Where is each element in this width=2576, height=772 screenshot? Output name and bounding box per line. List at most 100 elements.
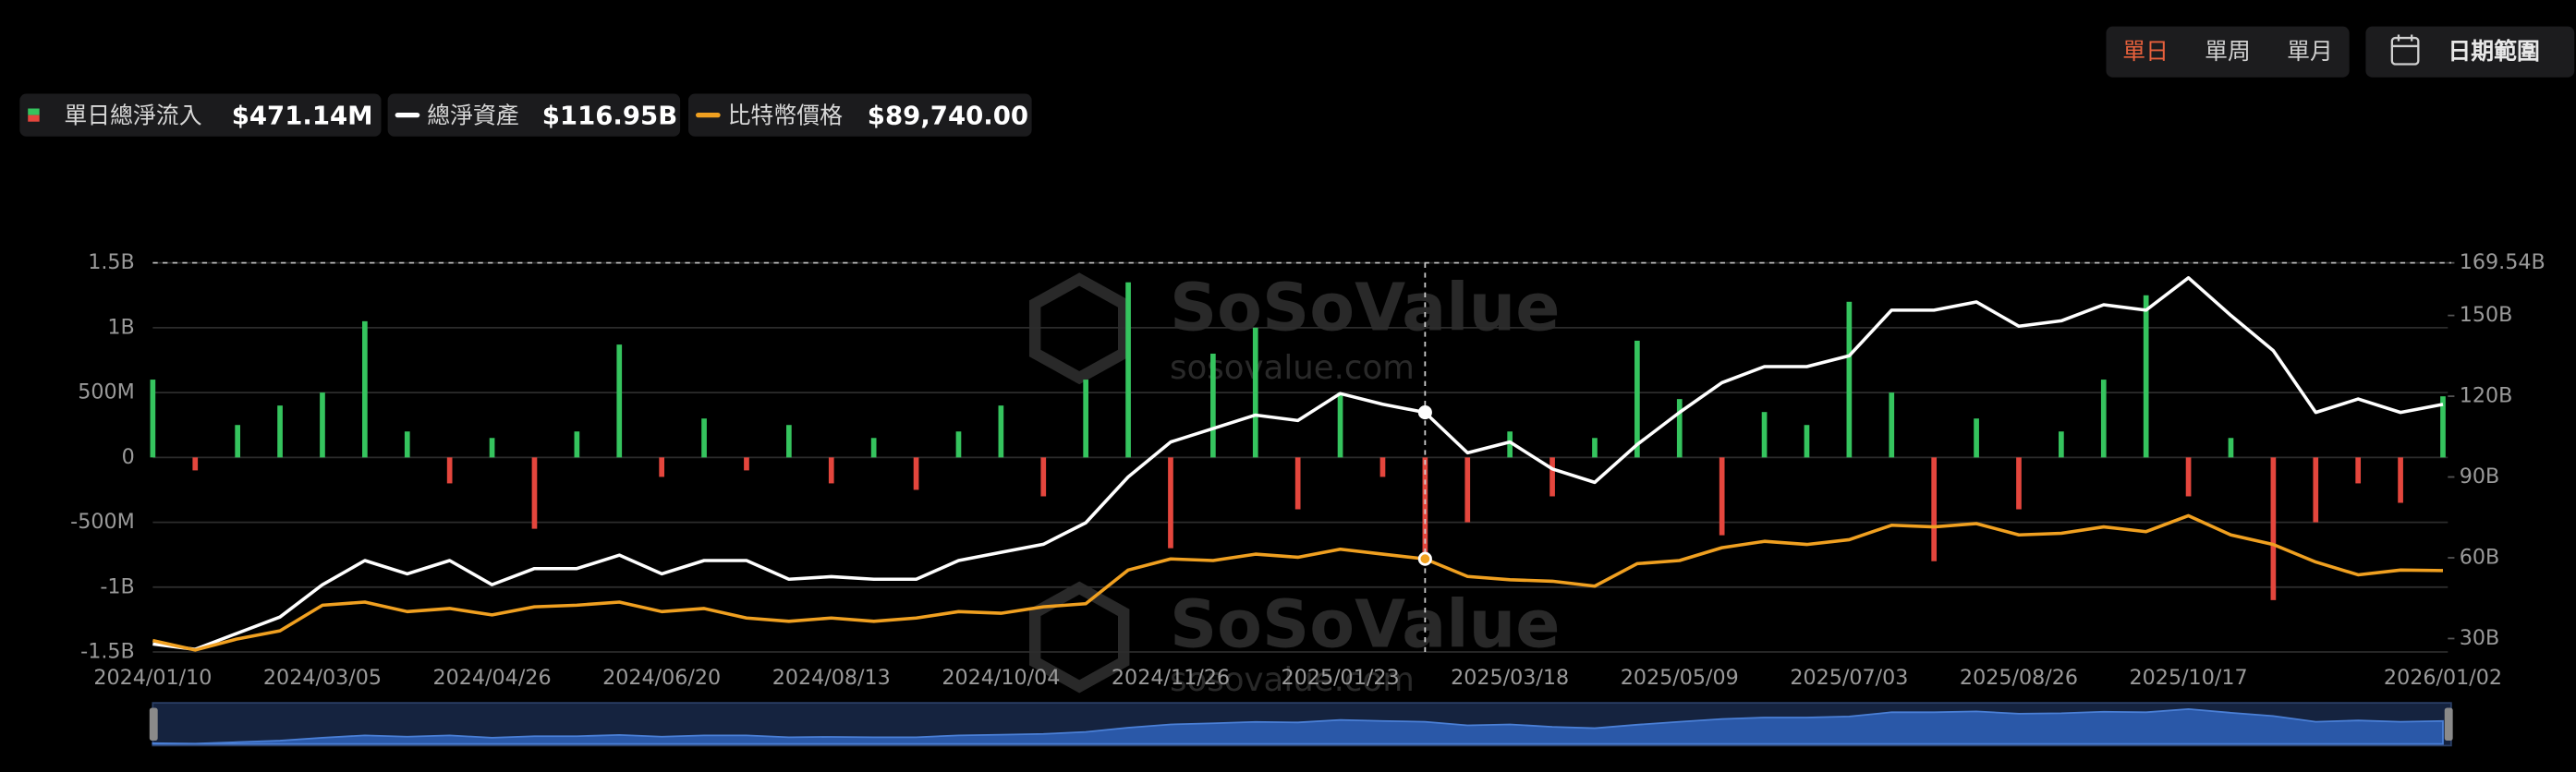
bar <box>744 457 749 471</box>
bar <box>2228 438 2234 458</box>
bar <box>531 457 538 529</box>
x-tick-label: 2025/10/17 <box>2130 666 2248 690</box>
bar <box>1974 418 1979 458</box>
x-tick-label: 2024/08/13 <box>772 666 891 690</box>
bar <box>1846 301 1853 458</box>
y2-tick-label: 30B <box>2460 626 2500 650</box>
bar <box>1889 392 1895 458</box>
x-tick-label: 2025/03/18 <box>1451 666 1569 690</box>
navigator-area <box>152 708 2444 745</box>
x-tick-label: 2024/11/26 <box>1112 666 1230 690</box>
crosshair-dot <box>1417 551 1432 566</box>
watermark: SoSoValue sosovalue.com SoSoValue sosova… <box>1028 270 1561 699</box>
bar <box>1761 412 1768 458</box>
x-tick-label: 2025/05/09 <box>1621 666 1739 690</box>
legend-label: 總淨資產 <box>427 102 518 128</box>
bar <box>1549 457 1555 497</box>
bar <box>998 405 1004 458</box>
bar <box>1125 282 1131 458</box>
bar <box>1719 457 1725 536</box>
x-tick-label: 2024/01/10 <box>93 666 212 690</box>
watermark-brand: SoSoValue <box>1170 586 1561 663</box>
x-tick-label: 2024/03/05 <box>263 666 382 690</box>
bar <box>870 438 877 458</box>
line-series <box>152 276 2444 651</box>
period-button[interactable]: 單月 <box>2287 38 2333 65</box>
x-tick-label: 2025/08/26 <box>1960 666 2078 690</box>
x-tick-label: 2025/07/03 <box>1790 666 1908 690</box>
bar <box>1294 457 1301 510</box>
bar <box>828 457 834 484</box>
legend-pill <box>387 93 681 137</box>
legend-icon <box>28 108 40 115</box>
calendar-icon <box>2390 34 2420 66</box>
bar <box>2143 295 2149 458</box>
bar <box>1931 457 1938 561</box>
bar <box>1040 457 1047 497</box>
bar <box>955 431 962 458</box>
bar <box>2059 431 2064 458</box>
bar <box>489 438 495 458</box>
x-tick-label: 2024/10/04 <box>942 666 1060 690</box>
bar <box>2016 457 2022 510</box>
bar <box>277 405 283 458</box>
legend-value: $471.14M <box>232 101 373 130</box>
bar <box>1210 353 1216 458</box>
legend-icon <box>28 115 40 122</box>
navigator-handle[interactable] <box>2444 707 2453 742</box>
bar <box>1337 392 1343 458</box>
bar <box>913 457 919 490</box>
watermark-site: sosovalue.com <box>1170 349 1415 387</box>
bar <box>1168 457 1173 549</box>
y-tick-label: -500M <box>70 510 135 534</box>
date-range-label[interactable]: 日期範圍 <box>2448 38 2540 65</box>
bar <box>2355 457 2362 484</box>
bar <box>1804 425 1810 458</box>
bar <box>235 425 241 458</box>
bar <box>150 380 156 458</box>
crosshair-dot <box>1417 405 1432 420</box>
y2-tick-label: 150B <box>2460 303 2513 327</box>
bar <box>320 392 325 458</box>
bar <box>446 457 453 484</box>
bar <box>1507 431 1513 458</box>
bar <box>701 418 707 458</box>
x-tick-label: 2026/01/02 <box>2384 666 2502 690</box>
y-tick-label: -1.5B <box>80 640 135 664</box>
watermark-brand: SoSoValue <box>1170 270 1561 346</box>
period-switch <box>2106 26 2350 78</box>
y2-tick-label: 120B <box>2460 384 2513 408</box>
bar <box>1083 380 1089 458</box>
bar <box>2313 457 2319 523</box>
watermark-site: sosovalue.com <box>1170 661 1415 699</box>
bar <box>2100 380 2107 458</box>
x-tick-label: 2025/01/23 <box>1282 666 1400 690</box>
bar <box>1379 457 1386 477</box>
legend-pill <box>688 93 1032 137</box>
bar <box>616 344 623 458</box>
y-tick-label: 1B <box>107 315 134 339</box>
y-tick-label: -1B <box>100 574 134 598</box>
legend-value: $116.95B <box>542 101 677 130</box>
period-button[interactable]: 單日 <box>2122 38 2169 65</box>
period-button[interactable]: 單周 <box>2205 38 2251 65</box>
bar <box>2270 457 2277 600</box>
legend-label: 比特幣價格 <box>728 102 843 128</box>
bar <box>1592 438 1598 458</box>
bar <box>192 457 199 471</box>
bar <box>2185 457 2192 497</box>
bar <box>2398 457 2403 503</box>
x-tick-label: 2024/06/20 <box>602 666 721 690</box>
y-tick-label: 1.5B <box>88 250 135 274</box>
navigator-handle[interactable] <box>149 707 158 742</box>
bar <box>362 320 368 458</box>
line-series <box>152 513 2443 652</box>
bar <box>574 431 580 458</box>
legend-value: $89,740.00 <box>868 101 1028 130</box>
bar <box>786 425 792 458</box>
legend-label: 單日總淨流入 <box>64 102 201 128</box>
y-tick-label: 500M <box>78 380 135 404</box>
